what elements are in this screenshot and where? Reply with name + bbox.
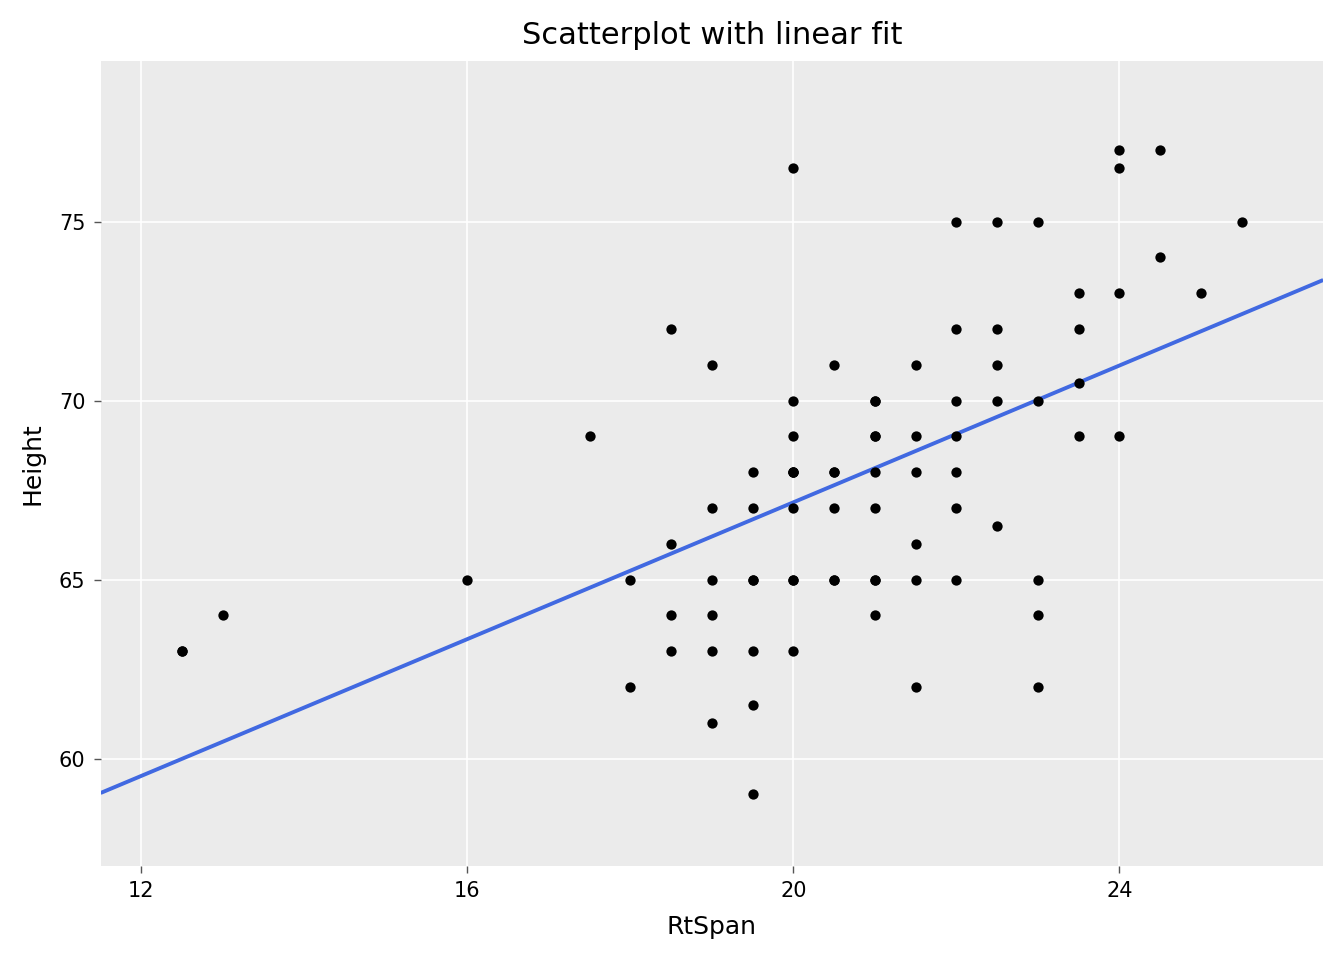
Point: [905, 465, 926, 480]
Point: [946, 393, 968, 408]
Point: [1109, 160, 1130, 176]
Title: Scatterplot with linear fit: Scatterplot with linear fit: [521, 21, 902, 50]
Point: [579, 429, 601, 444]
Point: [782, 465, 804, 480]
Point: [1068, 322, 1090, 337]
X-axis label: RtSpan: RtSpan: [667, 915, 757, 939]
Point: [212, 608, 234, 623]
Point: [782, 465, 804, 480]
Point: [946, 465, 968, 480]
Point: [702, 608, 723, 623]
Point: [660, 322, 681, 337]
Point: [824, 357, 845, 372]
Point: [864, 500, 886, 516]
Point: [660, 536, 681, 551]
Point: [986, 518, 1008, 534]
Point: [986, 357, 1008, 372]
Point: [824, 465, 845, 480]
Point: [742, 697, 763, 712]
Point: [864, 429, 886, 444]
Point: [824, 500, 845, 516]
Point: [824, 572, 845, 588]
Point: [702, 500, 723, 516]
Point: [1027, 680, 1048, 695]
Point: [782, 572, 804, 588]
Point: [620, 680, 641, 695]
Point: [1149, 142, 1171, 157]
Point: [1191, 285, 1212, 300]
Point: [1109, 429, 1130, 444]
Point: [905, 572, 926, 588]
Point: [824, 465, 845, 480]
Point: [946, 214, 968, 229]
Point: [905, 429, 926, 444]
Point: [905, 536, 926, 551]
Point: [864, 572, 886, 588]
Point: [1068, 375, 1090, 391]
Point: [864, 393, 886, 408]
Point: [1068, 285, 1090, 300]
Point: [1027, 393, 1048, 408]
Point: [946, 500, 968, 516]
Point: [742, 572, 763, 588]
Point: [986, 393, 1008, 408]
Point: [1149, 250, 1171, 265]
Point: [905, 680, 926, 695]
Point: [1027, 608, 1048, 623]
Point: [1231, 214, 1253, 229]
Point: [782, 572, 804, 588]
Point: [660, 608, 681, 623]
Point: [702, 572, 723, 588]
Point: [742, 572, 763, 588]
Point: [1027, 572, 1048, 588]
Point: [1068, 429, 1090, 444]
Point: [782, 393, 804, 408]
Point: [864, 429, 886, 444]
Point: [742, 500, 763, 516]
Point: [946, 429, 968, 444]
Point: [986, 214, 1008, 229]
Point: [742, 786, 763, 802]
Point: [1109, 142, 1130, 157]
Point: [742, 643, 763, 659]
Point: [742, 465, 763, 480]
Point: [905, 357, 926, 372]
Y-axis label: Height: Height: [22, 421, 44, 505]
Point: [782, 429, 804, 444]
Point: [864, 608, 886, 623]
Point: [782, 465, 804, 480]
Point: [782, 643, 804, 659]
Point: [824, 572, 845, 588]
Point: [1027, 214, 1048, 229]
Point: [1109, 285, 1130, 300]
Point: [782, 500, 804, 516]
Point: [864, 465, 886, 480]
Point: [702, 643, 723, 659]
Point: [172, 643, 194, 659]
Point: [864, 572, 886, 588]
Point: [782, 160, 804, 176]
Point: [864, 393, 886, 408]
Point: [702, 715, 723, 731]
Point: [986, 322, 1008, 337]
Point: [660, 643, 681, 659]
Point: [620, 572, 641, 588]
Point: [702, 357, 723, 372]
Point: [946, 572, 968, 588]
Point: [457, 572, 478, 588]
Point: [172, 643, 194, 659]
Point: [946, 322, 968, 337]
